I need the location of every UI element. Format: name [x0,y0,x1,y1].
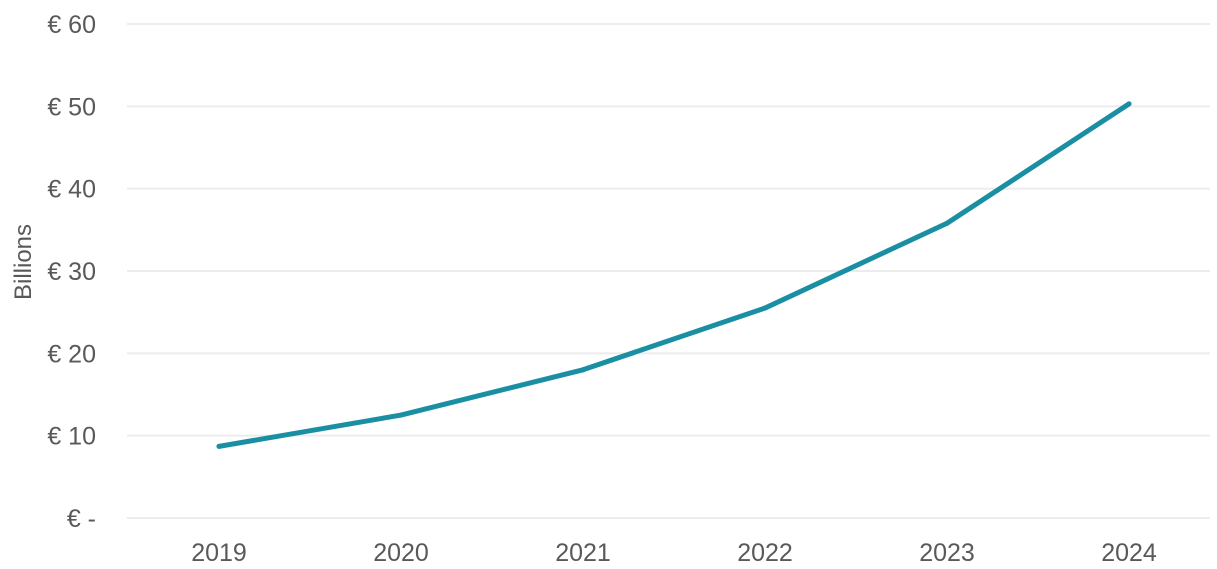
y-tick-label: € 30 [47,258,96,286]
y-axis-ticks: € - € 10 € 20 € 30 € 40 € 50 € 60 [47,11,96,533]
y-tick-label: € 60 [47,11,96,39]
y-tick-label: € 50 [47,93,96,121]
y-tick-label: € 40 [47,176,96,204]
x-tick-label: 2021 [555,539,611,567]
series-layer [216,101,1132,449]
y-tick-label: € 20 [47,340,96,368]
x-tick-label: 2019 [191,539,247,567]
data-point [216,443,222,449]
data-point [580,367,586,373]
gridlines [127,23,1210,519]
x-tick-label: 2024 [1101,539,1157,567]
data-point [944,220,950,226]
series-line [216,101,1132,449]
y-tick-label: € - [67,505,96,533]
x-tick-label: 2022 [737,539,793,567]
data-point [398,412,404,418]
x-tick-label: 2020 [373,539,429,567]
y-tick-label: € 10 [47,423,96,451]
y-axis-title: Billions [10,224,37,300]
data-point [1126,101,1132,107]
x-tick-label: 2023 [919,539,975,567]
data-point [762,305,768,311]
x-axis-ticks: 2019 2020 2021 2022 2023 2024 [191,539,1157,567]
